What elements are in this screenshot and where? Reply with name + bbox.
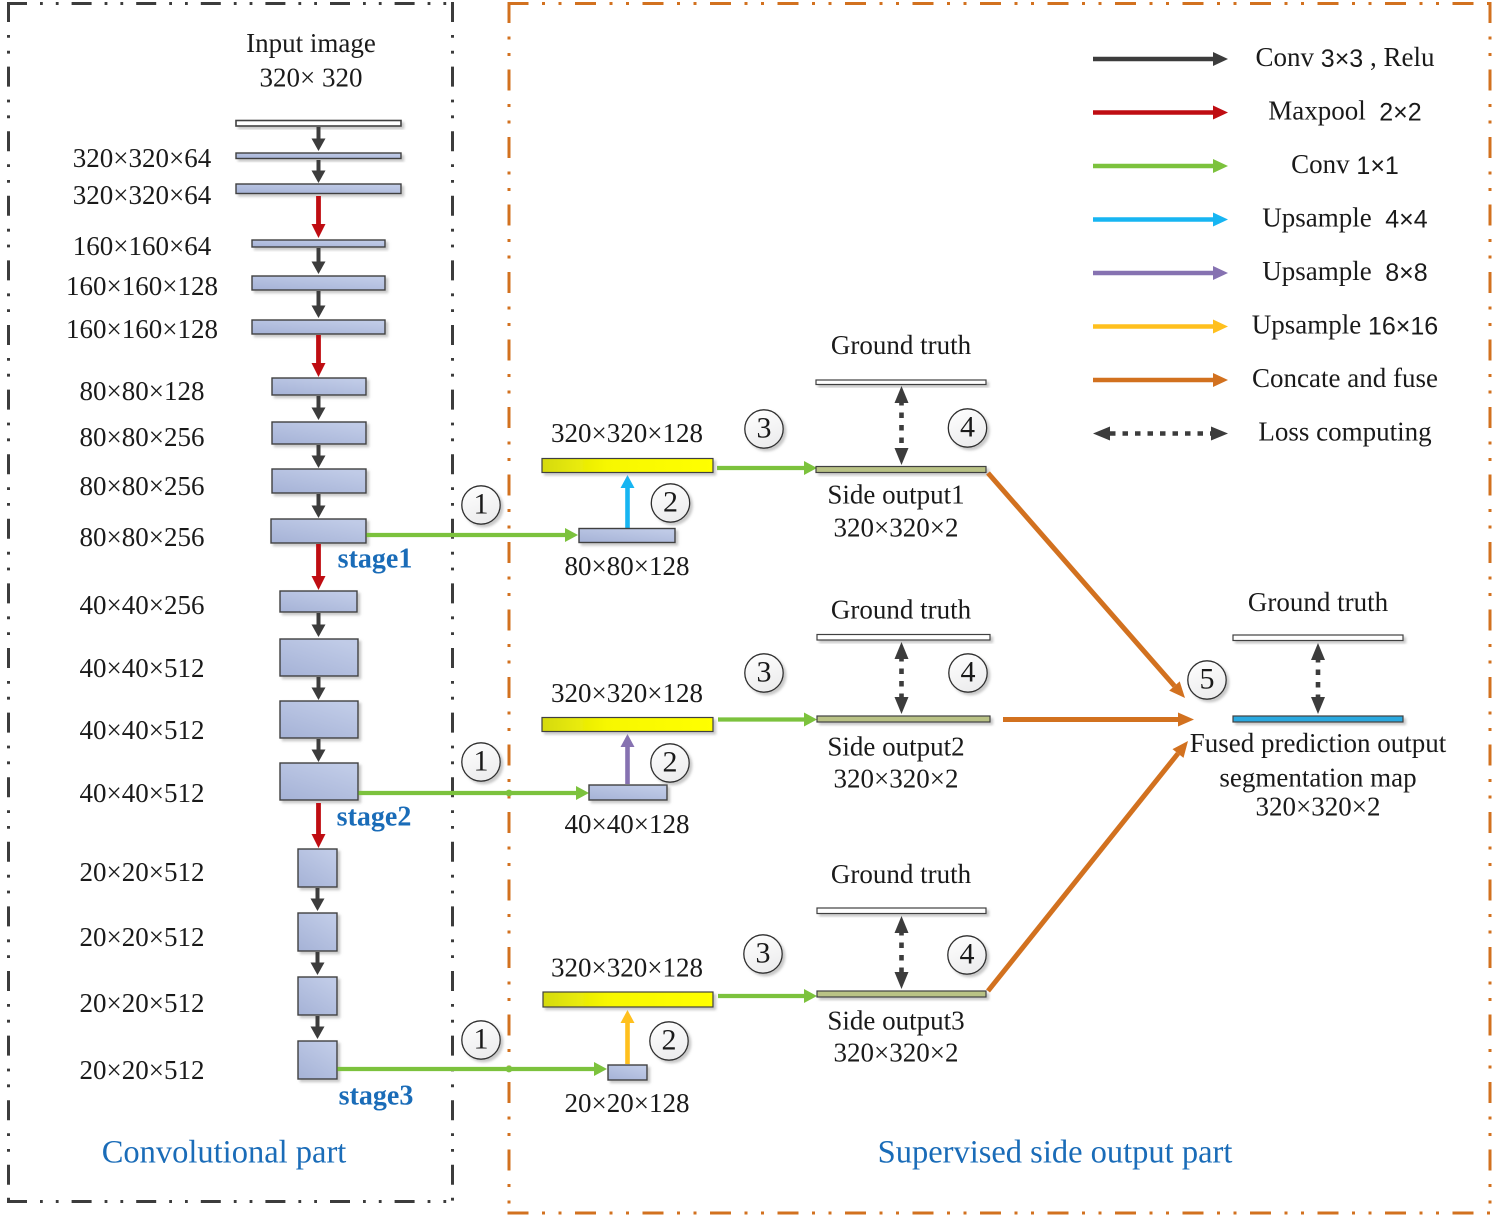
svg-text:20×20×128: 20×20×128 bbox=[565, 1088, 690, 1118]
svg-text:2: 2 bbox=[662, 1023, 677, 1056]
svg-text:Side output1: Side output1 bbox=[827, 480, 964, 510]
svg-text:1: 1 bbox=[474, 744, 489, 777]
svg-text:80×80×256: 80×80×256 bbox=[80, 522, 205, 552]
svg-text:4: 4 bbox=[961, 655, 976, 688]
svg-text:320×320×128: 320×320×128 bbox=[551, 953, 703, 983]
svg-text:40×40×512: 40×40×512 bbox=[80, 715, 205, 745]
svg-text:Ground truth: Ground truth bbox=[831, 595, 972, 625]
svg-text:4: 4 bbox=[960, 410, 975, 443]
svg-text:4: 4 bbox=[960, 937, 975, 970]
svg-text:Side output3: Side output3 bbox=[827, 1006, 964, 1036]
svg-text:80×80×256: 80×80×256 bbox=[80, 422, 205, 452]
svg-text:320×320×128: 320×320×128 bbox=[551, 418, 703, 448]
svg-text:Conv 3×3 , Relu: Conv 3×3 , Relu bbox=[1256, 42, 1435, 72]
svg-text:2: 2 bbox=[663, 745, 678, 778]
svg-text:40×40×128: 40×40×128 bbox=[565, 809, 690, 839]
svg-text:1: 1 bbox=[474, 487, 489, 520]
svg-text:320× 320: 320× 320 bbox=[260, 63, 363, 93]
svg-text:3: 3 bbox=[757, 655, 772, 688]
svg-text:160×160×64: 160×160×64 bbox=[73, 231, 212, 261]
svg-text:80×80×128: 80×80×128 bbox=[565, 551, 690, 581]
svg-text:Conv 1×1: Conv 1×1 bbox=[1291, 149, 1399, 179]
svg-text:320×320×2: 320×320×2 bbox=[834, 764, 959, 794]
svg-text:320×320×2: 320×320×2 bbox=[1256, 792, 1381, 822]
svg-text:Ground truth: Ground truth bbox=[831, 859, 972, 889]
svg-text:5: 5 bbox=[1200, 662, 1215, 695]
svg-text:Upsample 16×16: Upsample 16×16 bbox=[1252, 310, 1438, 340]
svg-text:80×80×256: 80×80×256 bbox=[80, 471, 205, 501]
svg-text:Supervised side output part: Supervised side output part bbox=[878, 1134, 1233, 1170]
svg-text:320×320×64: 320×320×64 bbox=[73, 180, 212, 210]
svg-text:320×320×2: 320×320×2 bbox=[834, 513, 959, 543]
svg-text:Input image: Input image bbox=[246, 28, 376, 58]
svg-text:80×80×128: 80×80×128 bbox=[80, 376, 205, 406]
svg-text:Ground truth: Ground truth bbox=[1248, 587, 1389, 617]
svg-text:320×320×2: 320×320×2 bbox=[834, 1038, 959, 1068]
svg-text:Concate and fuse: Concate and fuse bbox=[1252, 363, 1438, 393]
svg-text:40×40×512: 40×40×512 bbox=[80, 653, 205, 683]
svg-text:Loss computing: Loss computing bbox=[1258, 417, 1431, 447]
svg-text:20×20×512: 20×20×512 bbox=[80, 1055, 205, 1085]
svg-text:Side output2: Side output2 bbox=[827, 732, 964, 762]
svg-text:320×320×128: 320×320×128 bbox=[551, 678, 703, 708]
svg-text:Maxpool 2×2: Maxpool 2×2 bbox=[1268, 96, 1421, 126]
svg-text:20×20×512: 20×20×512 bbox=[80, 857, 205, 887]
svg-text:Fused prediction output: Fused prediction output bbox=[1190, 728, 1447, 758]
svg-text:3: 3 bbox=[756, 936, 771, 969]
svg-text:Convolutional part: Convolutional part bbox=[102, 1134, 347, 1170]
svg-text:3: 3 bbox=[757, 411, 772, 444]
svg-text:20×20×512: 20×20×512 bbox=[80, 922, 205, 952]
svg-text:20×20×512: 20×20×512 bbox=[80, 988, 205, 1018]
svg-text:stage3: stage3 bbox=[339, 1080, 414, 1111]
svg-text:2: 2 bbox=[663, 485, 678, 518]
svg-text:320×320×64: 320×320×64 bbox=[73, 143, 212, 173]
svg-text:160×160×128: 160×160×128 bbox=[66, 271, 218, 301]
svg-text:40×40×512: 40×40×512 bbox=[80, 778, 205, 808]
svg-text:stage1: stage1 bbox=[338, 543, 413, 574]
svg-text:Ground truth: Ground truth bbox=[831, 330, 972, 360]
svg-text:Upsample 4×4: Upsample 4×4 bbox=[1262, 203, 1427, 233]
svg-text:stage2: stage2 bbox=[337, 801, 412, 832]
svg-text:Upsample 8×8: Upsample 8×8 bbox=[1262, 256, 1427, 286]
svg-text:40×40×256: 40×40×256 bbox=[80, 590, 205, 620]
svg-text:segmentation map: segmentation map bbox=[1219, 763, 1416, 793]
svg-text:160×160×128: 160×160×128 bbox=[66, 314, 218, 344]
svg-text:1: 1 bbox=[474, 1022, 489, 1055]
